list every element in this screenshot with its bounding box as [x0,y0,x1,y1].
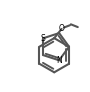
Text: O: O [59,24,65,33]
Text: N: N [56,56,62,65]
Text: S: S [41,34,46,43]
